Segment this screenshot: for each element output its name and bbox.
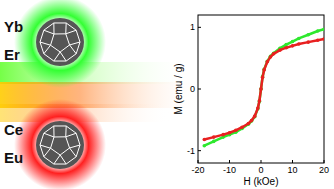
point <box>291 40 295 44</box>
x-tick-label: 0 <box>258 165 263 175</box>
point <box>250 119 254 123</box>
cage <box>40 23 80 61</box>
x-tick-label: 10 <box>287 165 297 175</box>
x-tick <box>324 160 325 163</box>
point <box>259 87 263 91</box>
point <box>266 60 270 64</box>
series-line <box>204 29 324 146</box>
glow <box>14 99 106 189</box>
plot-area <box>203 27 325 147</box>
point <box>322 27 324 31</box>
point <box>261 75 265 79</box>
plot-frame <box>198 15 324 163</box>
y-tick-label: 0 <box>190 84 195 94</box>
point <box>262 68 266 72</box>
point <box>297 42 301 46</box>
point <box>272 52 276 56</box>
point <box>297 37 301 41</box>
point <box>278 48 282 52</box>
point <box>316 29 320 33</box>
x-tick-label: 20 <box>319 165 329 175</box>
point <box>247 122 251 126</box>
point <box>256 106 260 110</box>
point <box>234 129 238 133</box>
x-axis-label: H (kOe) <box>244 176 279 187</box>
figure: YbErCeEu-20-1001020-101H (kOe)M (emu / g… <box>0 0 334 189</box>
element-label: Ce <box>4 121 23 138</box>
point <box>221 133 225 137</box>
y-tick-label: -1 <box>187 146 195 156</box>
cage-bg <box>36 18 84 66</box>
point <box>269 55 273 59</box>
x-tick <box>292 160 293 163</box>
point <box>240 125 244 129</box>
point <box>322 37 324 41</box>
point <box>291 44 295 48</box>
glow <box>14 0 106 88</box>
point <box>228 131 232 135</box>
element-label: Eu <box>4 149 23 166</box>
y-tick <box>198 89 201 90</box>
series-line <box>204 39 324 140</box>
point <box>212 135 216 139</box>
icon: Yb Er <box>4 0 106 88</box>
point <box>203 138 207 142</box>
point <box>212 140 216 144</box>
y-axis-label: M (emu / g) <box>173 63 184 114</box>
point <box>284 46 288 50</box>
element-label: Er <box>4 46 20 63</box>
x-tick-label: -20 <box>191 165 204 175</box>
icon: Ce Eu <box>4 99 106 189</box>
y-tick <box>198 150 201 151</box>
x-tick-label: -10 <box>223 165 236 175</box>
y-tick <box>198 27 201 28</box>
x-tick <box>198 160 199 163</box>
cage-bg <box>36 121 84 169</box>
point <box>306 40 310 44</box>
x-tick <box>261 160 262 163</box>
x-tick <box>229 160 230 163</box>
y-tick-label: 1 <box>190 22 195 32</box>
element-label: Yb <box>4 18 23 35</box>
point <box>258 99 262 103</box>
point <box>203 144 207 148</box>
point <box>306 33 310 37</box>
point <box>253 114 257 118</box>
cage <box>40 126 80 164</box>
point <box>284 43 288 47</box>
chart: -20-1001020-101H (kOe)M (emu / g) <box>173 15 329 187</box>
point <box>316 38 320 42</box>
point <box>259 87 263 91</box>
